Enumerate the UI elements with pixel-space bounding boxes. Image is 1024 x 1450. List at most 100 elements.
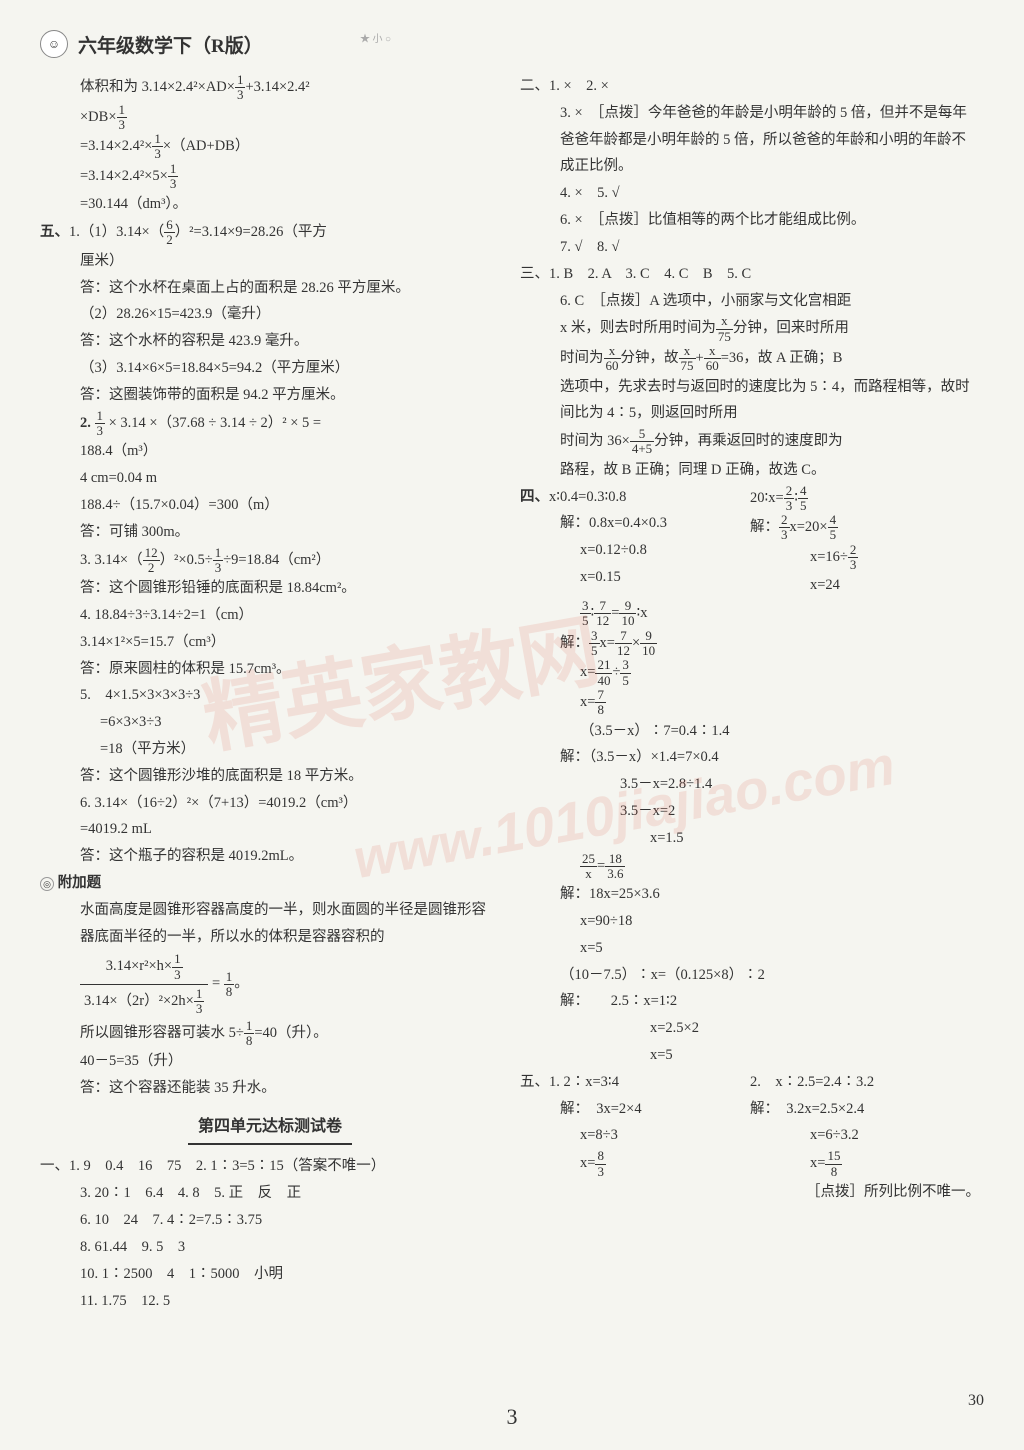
text-line: =4019.2 mL	[40, 816, 500, 843]
text-line: 188.4（m³）	[40, 438, 500, 465]
text-line: 答：原来圆柱的体积是 15.7cm³。	[40, 656, 500, 683]
text-line: x=90÷18	[520, 908, 980, 935]
text-line: 时间为 36×54+5分钟，再乘返回时的速度即为	[520, 427, 980, 457]
text-line: x=24	[750, 572, 980, 599]
text-line: 11. 1.75 12. 5	[40, 1288, 500, 1315]
text-line: x=8÷3	[520, 1122, 750, 1149]
big-fraction: 3.14×r²×h×13 3.14×（2r）²×2h×13	[80, 950, 208, 1018]
text-line: 解：（3.5－x）×1.4=7×0.4	[520, 744, 980, 771]
text-line: 解： 2.5∶x=1∶2	[520, 988, 980, 1015]
text-line: 4. × 5. √	[520, 180, 980, 207]
right-column: 二、1. × 2. × 3. × ［点拨］今年爸爸的年龄是小明年龄的 5 倍，但…	[520, 73, 980, 1314]
text-line: 解： 3.2x=2.5×2.4	[750, 1096, 980, 1123]
text-line: 3. 20∶1 6.4 4. 8 5. 正 反 正	[40, 1180, 500, 1207]
page-header: ☺ 六年级数学下（R版）	[40, 30, 984, 58]
text-line: 6. × ［点拨］比值相等的两个比才能组成比例。	[520, 207, 980, 234]
text-line: 3.5－x=2.8÷1.4	[520, 771, 980, 798]
text-line: 水面高度是圆锥形容器高度的一半，则水面圆的半径是圆锥形容器底面半径的一半，所以水…	[40, 897, 500, 951]
text-line: 路程，故 B 正确；同理 D 正确，故选 C。	[520, 457, 980, 484]
text-line: 答：这个圆锥形沙堆的底面积是 18 平方米。	[40, 763, 500, 790]
text-line: 3.5－x=2	[520, 798, 980, 825]
text-line: =3.14×2.4²×13×（AD+DB）	[40, 132, 500, 162]
text-line: 答：这圈装饰带的面积是 94.2 平方厘米。	[40, 382, 500, 409]
text-line: （3.5－x）∶7=0.4∶1.4	[520, 718, 980, 745]
text-line: x=2140÷35	[520, 658, 980, 688]
text-line: 6. 3.14×（16÷2）²×（7+13）=4019.2（cm³）	[40, 790, 500, 817]
text-line: =18（平方米）	[40, 736, 500, 763]
text-line: 6. C ［点拨］A 选项中，小丽家与文化宫相距	[520, 288, 980, 315]
text-line: 体积和为 3.14×2.4²×AD×13+3.14×2.4²	[40, 73, 500, 103]
text-line: 2. 13 × 3.14 ×（37.68 ÷ 3.14 ÷ 2）² × 5 =	[40, 409, 500, 439]
text-line: 3.14×1²×5=15.7（cm³）	[40, 629, 500, 656]
text-line: 解：18x=25×3.6	[520, 881, 980, 908]
unit-4-title: 第四单元达标测试卷	[188, 1110, 352, 1146]
text-line: 解：35x=712×910	[520, 629, 980, 659]
text-line: x=6÷3.2	[750, 1122, 980, 1149]
text-line: 4. 18.84÷3÷3.14÷2=1（cm）	[40, 602, 500, 629]
header-avatar-icon: ☺	[40, 30, 68, 58]
text-line: 8. 61.44 9. 5 3	[40, 1234, 500, 1261]
text-line: 解：0.8x=0.4×0.3	[520, 510, 750, 537]
text-line: x=0.15	[520, 564, 750, 591]
text-line: 5. 4×1.5×3×3×3÷3	[40, 682, 500, 709]
text-line: x=83	[520, 1149, 750, 1179]
text-line: x=2.5×2	[520, 1015, 980, 1042]
text-line: 解：23x=20×45	[750, 513, 980, 543]
text-line: x=0.12÷0.8	[520, 537, 750, 564]
text-line: 二、1. × 2. ×	[520, 73, 980, 100]
bonus-icon: ◎	[40, 877, 54, 891]
text-line: 答：这个瓶子的容积是 4019.2mL。	[40, 843, 500, 870]
content-columns: 体积和为 3.14×2.4²×AD×13+3.14×2.4² ×DB×13 =3…	[40, 73, 984, 1314]
text-line: 3.14×r²×h×13 3.14×（2r）²×2h×13 = 18。	[40, 950, 500, 1018]
page-title: 六年级数学下（R版）	[78, 31, 263, 58]
text-line: 2. x∶2.5=2.4∶3.2	[750, 1069, 980, 1096]
text-line: 3. × ［点拨］今年爸爸的年龄是小明年龄的 5 倍，但并不是每年爸爸年龄都是小…	[520, 100, 980, 180]
page-number-right: 30	[968, 1392, 984, 1410]
text-line: 解： 3x=2×4	[520, 1096, 750, 1123]
text-line: 一、1. 9 0.4 16 75 2. 1∶3=5∶15（答案不唯一）	[40, 1153, 500, 1180]
text-line: 答：这个圆锥形铅锤的底面积是 18.84cm²。	[40, 575, 500, 602]
text-line: 35∶712=910∶x	[520, 599, 980, 629]
text-line: 3. 3.14×（122）²×0.5÷13÷9=18.84（cm²）	[40, 546, 500, 576]
text-line: x 米，则去时所用时间为x75分钟，回来时所用	[520, 314, 980, 344]
text-line: x=5	[520, 1042, 980, 1069]
bonus-header: ◎ 附加题	[40, 870, 500, 897]
equation-row: 四、x∶0.4=0.3∶0.8 解：0.8x=0.4×0.3 x=0.12÷0.…	[520, 484, 980, 600]
text-line: 厘米）	[40, 248, 500, 275]
text-line: 所以圆锥形容器可装水 5÷18=40（升）。	[40, 1019, 500, 1049]
text-line: 答：这个水杯的容积是 423.9 毫升。	[40, 328, 500, 355]
text-line: =3.14×2.4²×5×13	[40, 162, 500, 192]
text-line: 6. 10 24 7. 4∶2=7.5∶3.75	[40, 1207, 500, 1234]
text-line: 4 cm=0.04 m	[40, 465, 500, 492]
equation-row: 五、1. 2∶x=3∶4 解： 3x=2×4 x=8÷3 x=83 2. x∶2…	[520, 1069, 980, 1179]
text-line: 三、1. B 2. A 3. C 4. C B 5. C	[520, 261, 980, 288]
text-line: ［点拨］所列比例不唯一。	[520, 1179, 980, 1206]
text-line: 答：可铺 300m。	[40, 519, 500, 546]
text-line: x=78	[520, 688, 980, 718]
star-decoration: ★ 小 ○	[360, 30, 391, 45]
text-line: （2）28.26×15=423.9（毫升）	[40, 301, 500, 328]
text-line: 五、1.（1）3.14×（62）²=3.14×9=28.26（平方	[40, 218, 500, 248]
text-line: （10－7.5）∶x=（0.125×8）∶2	[520, 962, 980, 989]
text-line: ×DB×13	[40, 103, 500, 133]
page-number: 3	[507, 1404, 518, 1430]
text-line: 时间为x60分钟，故x75+x60=36，故 A 正确；B	[520, 344, 980, 374]
text-line: 答：这个水杯在桌面上占的面积是 28.26 平方厘米。	[40, 275, 500, 302]
text-line: 7. √ 8. √	[520, 234, 980, 261]
text-line: （3）3.14×6×5=18.84×5=94.2（平方厘米）	[40, 355, 500, 382]
text-line: 40－5=35（升）	[40, 1048, 500, 1075]
text-line: 10. 1∶2500 4 1∶5000 小明	[40, 1261, 500, 1288]
text-line: 25x=183.6	[520, 852, 980, 882]
text-line: x=5	[520, 935, 980, 962]
text-line: 五、1. 2∶x=3∶4	[520, 1069, 750, 1096]
text-line: 答：这个容器还能装 35 升水。	[40, 1075, 500, 1102]
text-line: x=16÷23	[750, 543, 980, 573]
text-line: 188.4÷（15.7×0.04）=300（m）	[40, 492, 500, 519]
text-line: =6×3×3÷3	[40, 709, 500, 736]
text-line: x=158	[750, 1149, 980, 1179]
text-line: =30.144（dm³）。	[40, 191, 500, 218]
text-line: x=1.5	[520, 825, 980, 852]
unit-title-wrap: 第四单元达标测试卷	[40, 1102, 500, 1154]
text-line: 四、x∶0.4=0.3∶0.8	[520, 484, 750, 511]
text-line: 选项中，先求去时与返回时的速度比为 5∶4，而路程相等，故时间比为 4∶5，则返…	[520, 374, 980, 428]
